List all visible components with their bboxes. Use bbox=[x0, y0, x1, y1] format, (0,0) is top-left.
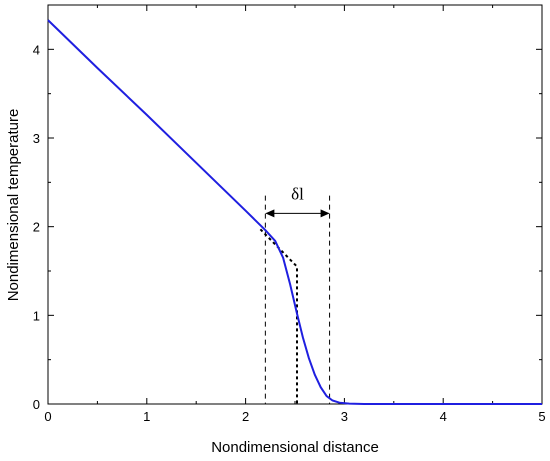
y-tick-label: 0 bbox=[33, 397, 40, 412]
tangent-line bbox=[259, 228, 298, 404]
arrowhead-right bbox=[320, 209, 330, 218]
x-tick-label: 3 bbox=[341, 409, 348, 424]
y-axis-label: Nondimensional temperature bbox=[5, 109, 22, 302]
x-axis-label: Nondimensional distance bbox=[211, 439, 379, 456]
x-tick-label: 2 bbox=[242, 409, 249, 424]
x-tick-label: 0 bbox=[44, 409, 51, 424]
temperature-curve bbox=[47, 19, 542, 405]
plot-frame bbox=[47, 4, 543, 405]
ticks bbox=[47, 5, 543, 405]
y-tick-label: 4 bbox=[33, 42, 40, 57]
marker-lines bbox=[264, 195, 331, 404]
x-tick-label: 4 bbox=[440, 409, 447, 424]
x-tick-label: 5 bbox=[538, 409, 545, 424]
y-tick-label: 1 bbox=[33, 308, 40, 323]
y-tick-label: 2 bbox=[33, 220, 40, 235]
delta-l-label: δl bbox=[291, 184, 304, 203]
arrowhead-left bbox=[265, 209, 275, 218]
y-tick-label: 3 bbox=[33, 131, 40, 146]
x-tick-label: 1 bbox=[143, 409, 150, 424]
delta-l-annotation: δl bbox=[265, 184, 330, 218]
tick-labels: 0 1 2 3 4 5 0 1 2 3 4 bbox=[33, 42, 546, 424]
